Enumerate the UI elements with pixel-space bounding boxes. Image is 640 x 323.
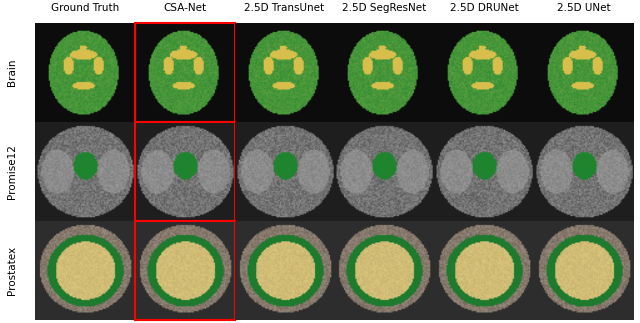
Text: Brain: Brain xyxy=(7,58,17,86)
Text: 2.5D TransUnet: 2.5D TransUnet xyxy=(244,3,324,13)
Text: 2.5D DRUNet: 2.5D DRUNet xyxy=(450,3,518,13)
Text: Promise12: Promise12 xyxy=(7,144,17,199)
Text: 2.5D UNet: 2.5D UNet xyxy=(557,3,611,13)
Text: 2.5D SegResNet: 2.5D SegResNet xyxy=(342,3,426,13)
Text: Ground Truth: Ground Truth xyxy=(51,3,119,13)
Text: Prostatex: Prostatex xyxy=(7,246,17,295)
Text: CSA-Net: CSA-Net xyxy=(163,3,206,13)
